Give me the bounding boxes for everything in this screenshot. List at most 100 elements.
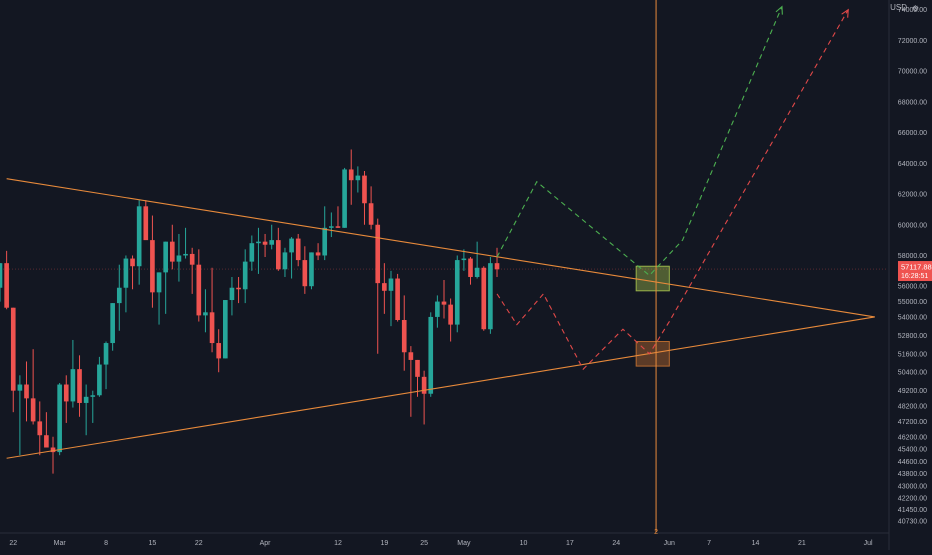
price-badge-box — [898, 261, 932, 282]
candle-body — [57, 384, 62, 453]
candle — [156, 272, 162, 325]
time-tick-label: 12 — [334, 540, 342, 547]
candle-body — [481, 267, 487, 330]
candle — [309, 252, 314, 290]
candle — [481, 266, 487, 331]
bullish-path-arrowhead — [775, 5, 783, 15]
candle-body — [388, 278, 394, 291]
candle — [123, 255, 129, 313]
candle — [408, 346, 414, 417]
candle-body — [110, 303, 115, 344]
candle — [302, 246, 308, 294]
price-tick-label: 51600.00 — [898, 351, 927, 358]
candle — [375, 218, 381, 354]
price-tick-label: 43000.00 — [898, 483, 927, 490]
candle-body — [448, 304, 453, 325]
candle-body — [30, 398, 36, 422]
time-tick-label: 25 — [420, 540, 428, 547]
candle-body — [103, 343, 109, 365]
price-tick-label: 54000.00 — [898, 314, 927, 321]
bull-zone — [635, 265, 670, 292]
time-tick-label: 10 — [520, 540, 528, 547]
candle-body — [242, 261, 248, 290]
candle — [4, 250, 9, 310]
crosshair-layer — [0, 0, 888, 532]
candle-body — [262, 241, 268, 245]
price-tick-label: 70000.00 — [898, 69, 927, 76]
price-tick-label: 64000.00 — [898, 161, 927, 168]
candle-body — [454, 260, 460, 325]
time-tick-label: 22 — [195, 540, 203, 547]
candle — [70, 339, 76, 408]
price-tick-label: 62000.00 — [898, 192, 927, 199]
candle — [189, 247, 195, 294]
candle — [24, 361, 29, 422]
candle — [454, 255, 460, 333]
price-axis: 40730.00 41450.00 42200.00 43000.00 43800.00… — [888, 0, 927, 550]
candle-body — [461, 258, 467, 261]
lower-support-line — [6, 316, 875, 459]
candle-body — [249, 243, 255, 262]
candle — [262, 233, 268, 258]
candle — [143, 200, 149, 241]
candle-body — [143, 206, 149, 241]
candle — [342, 167, 347, 228]
price-tick-label: 49200.00 — [898, 388, 927, 395]
price-tick-label: 47200.00 — [898, 419, 927, 426]
candle — [295, 233, 301, 267]
candle-body — [468, 258, 473, 277]
candle-body — [309, 252, 314, 287]
time-tick-label: 21 — [798, 540, 806, 547]
candle — [37, 401, 43, 456]
candle-body — [494, 263, 500, 270]
price-tick-label: 68000.00 — [898, 99, 927, 106]
price-tick-label: 40730.00 — [898, 518, 927, 525]
candle-body — [123, 258, 129, 288]
candle-body — [382, 283, 387, 291]
time-tick-label: 14 — [752, 540, 760, 547]
candle — [57, 382, 62, 456]
candle-body — [401, 320, 407, 353]
candle — [315, 243, 321, 261]
time-axis: 22 Mar 8 15 22 Apr 12 19 25 May 10 17 24 Jun 7 14 21 Jul — [0, 532, 889, 547]
candle — [236, 276, 241, 304]
candle — [222, 300, 228, 359]
candle — [30, 349, 36, 425]
candle — [276, 227, 281, 271]
candle — [229, 276, 235, 316]
candle-body — [90, 395, 96, 397]
price-tick-label: 58000.00 — [898, 253, 927, 260]
candle — [130, 255, 135, 290]
candle-body — [282, 252, 288, 270]
trendlines-layer — [6, 178, 875, 459]
candle — [395, 273, 400, 322]
candle-body — [362, 175, 367, 204]
candle-body — [474, 267, 480, 277]
price-tick-label: 43800.00 — [898, 471, 927, 478]
time-tick-label: Jul — [864, 540, 873, 547]
candle-body — [44, 435, 49, 448]
bar-countdown-label: 16:28:51 — [901, 273, 928, 280]
settings-icon[interactable]: ⚙ — [912, 4, 919, 13]
time-tick-label: 8 — [104, 540, 108, 547]
candle — [116, 264, 122, 331]
candle-body — [97, 364, 102, 396]
price-badge: 57117.88 16:28:51 — [898, 261, 932, 282]
candle-body — [395, 278, 400, 320]
price-tick-label: 56000.00 — [898, 284, 927, 291]
candle — [474, 241, 480, 279]
candle — [289, 237, 294, 279]
current-price-label: 57117.88 — [901, 263, 932, 272]
candle — [77, 355, 82, 417]
candle-body — [435, 301, 440, 317]
candle — [90, 390, 96, 423]
candle-body — [222, 300, 228, 359]
candle — [348, 149, 354, 205]
candle — [329, 212, 334, 238]
upper-resistance-line — [6, 178, 875, 318]
time-tick-label: 15 — [149, 540, 157, 547]
candle-body — [0, 263, 3, 288]
candle-body — [209, 312, 215, 344]
